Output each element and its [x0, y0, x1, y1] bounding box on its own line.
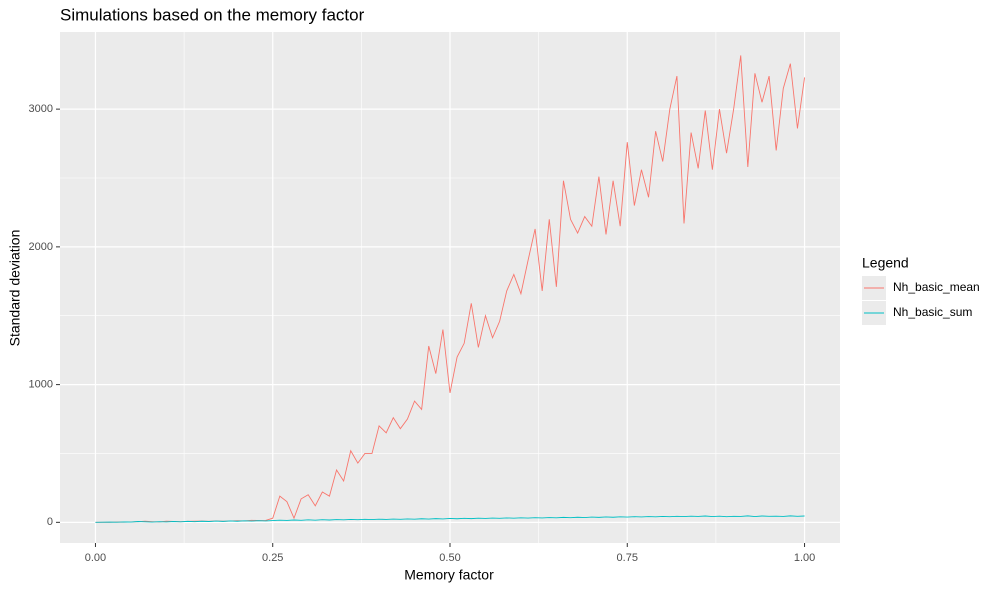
x-tick-label: 0.25	[262, 552, 283, 564]
x-tick-label: 0.50	[439, 552, 460, 564]
legend-label: Nh_basic_mean	[893, 280, 980, 294]
x-tick-label: 0.00	[85, 552, 106, 564]
plot-area	[95, 55, 805, 523]
legend-title: Legend	[862, 255, 909, 271]
x-tick-label: 0.75	[617, 552, 638, 564]
legend-label: Nh_basic_sum	[893, 305, 972, 319]
y-tick-label: 2000	[29, 241, 53, 253]
x-axis-label: Memory factor	[404, 567, 494, 583]
y-tick-label: 0	[47, 516, 53, 528]
y-tick-label: 3000	[29, 103, 53, 115]
series-line	[95, 515, 805, 523]
x-tick-label: 1.00	[794, 552, 815, 564]
legend: Nh_basic_mean Nh_basic_sum	[862, 276, 980, 325]
chart-title: Simulations based on the memory factor	[60, 5, 365, 24]
y-axis-label: Standard deviation	[7, 230, 23, 347]
y-tick-label: 1000	[29, 379, 53, 391]
